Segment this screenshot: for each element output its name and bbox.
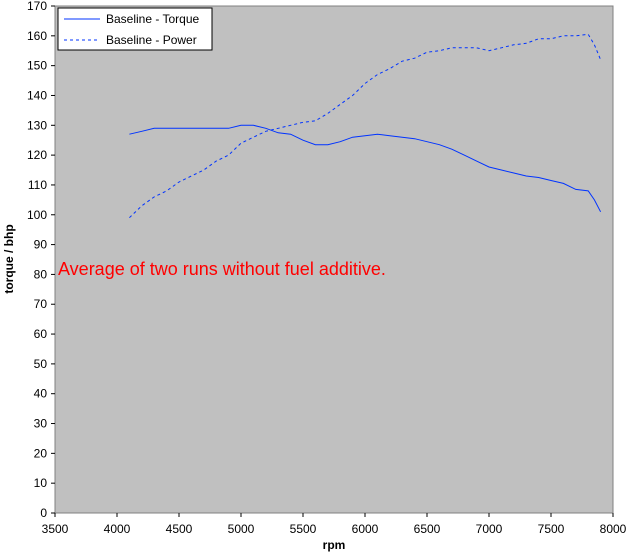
y-tick-label: 50	[34, 357, 48, 371]
x-axis: 3500 4000 4500 5000 5500 6000 6500 7000 7500 8000	[42, 513, 627, 536]
y-tick-label: 10	[34, 476, 48, 490]
y-tick-label: 0	[40, 506, 47, 520]
y-tick-label: 100	[27, 208, 47, 222]
x-tick-label: 6500	[414, 522, 441, 536]
legend-box	[57, 7, 213, 51]
series-line-power	[129, 33, 602, 219]
y-tick-label: 40	[34, 387, 48, 401]
annotation-text: Average of two runs without fuel additiv…	[58, 259, 386, 279]
y-tick-label: 150	[27, 59, 47, 73]
y-tick-label: 20	[34, 446, 48, 460]
y-axis: 0 10 20 30 40 50 60 70 80 90 100 110 120 130 140 150 160…	[27, 0, 55, 520]
x-tick-label: 4000	[104, 522, 131, 536]
y-tick-label: 70	[34, 297, 48, 311]
x-tick-label: 3500	[42, 522, 69, 536]
x-tick-label: 4500	[166, 522, 193, 536]
y-axis-title: torque / bhp	[2, 224, 16, 293]
y-tick-label: 130	[27, 118, 47, 132]
y-tick-label: 170	[27, 0, 47, 13]
y-tick-label: 120	[27, 148, 47, 162]
plot-area	[54, 5, 614, 514]
series-group	[129, 33, 602, 219]
x-tick-label: 8000	[600, 522, 627, 536]
y-tick-label: 90	[34, 238, 48, 252]
series-line-torque	[129, 124, 602, 213]
legend-label-power: Baseline - Power	[106, 33, 197, 47]
y-tick-label: 30	[34, 417, 48, 431]
y-tick-label: 160	[27, 29, 47, 43]
y-tick-label: 60	[34, 327, 48, 341]
y-tick-label: 80	[34, 267, 48, 281]
x-tick-label: 5500	[290, 522, 317, 536]
x-axis-title: rpm	[323, 538, 346, 552]
y-tick-label: 140	[27, 88, 47, 102]
x-tick-label: 7500	[538, 522, 565, 536]
y-tick-label: 110	[28, 178, 47, 192]
legend-label-torque: Baseline - Torque	[106, 12, 199, 26]
x-tick-label: 7000	[476, 522, 503, 536]
x-tick-label: 6000	[352, 522, 379, 536]
legend: Baseline - Torque Baseline - Power	[57, 7, 213, 51]
x-tick-label: 5000	[228, 522, 255, 536]
